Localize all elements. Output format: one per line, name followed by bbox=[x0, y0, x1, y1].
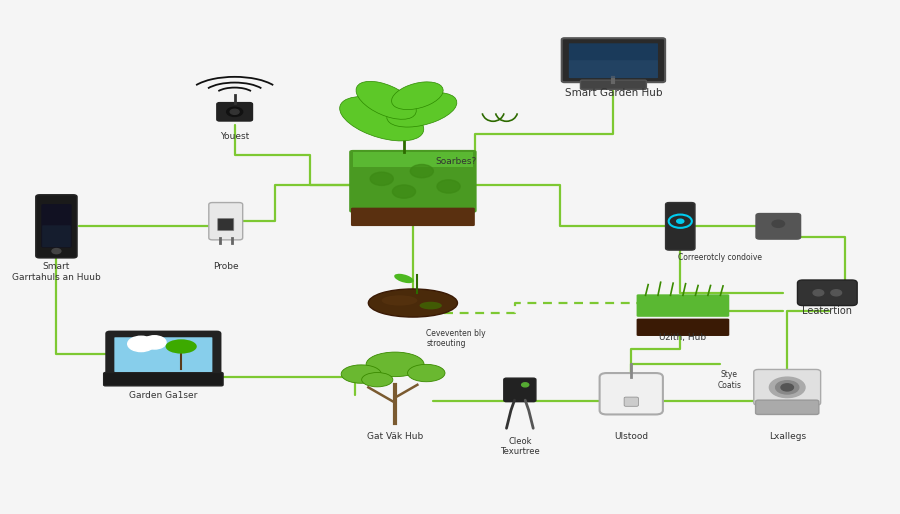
Text: Soarbes?: Soarbes? bbox=[436, 157, 476, 166]
FancyBboxPatch shape bbox=[756, 400, 819, 414]
Text: Uzith, Hub: Uzith, Hub bbox=[660, 333, 706, 342]
Ellipse shape bbox=[368, 289, 457, 317]
FancyBboxPatch shape bbox=[569, 60, 658, 78]
Circle shape bbox=[437, 180, 460, 193]
FancyBboxPatch shape bbox=[599, 373, 663, 414]
Ellipse shape bbox=[392, 82, 443, 109]
FancyBboxPatch shape bbox=[42, 225, 71, 247]
FancyBboxPatch shape bbox=[353, 152, 473, 167]
FancyBboxPatch shape bbox=[797, 280, 857, 305]
Text: Stye
Coatis: Stye Coatis bbox=[717, 371, 742, 390]
Circle shape bbox=[781, 384, 794, 391]
FancyBboxPatch shape bbox=[218, 218, 234, 231]
Circle shape bbox=[392, 185, 416, 198]
Circle shape bbox=[772, 220, 785, 227]
FancyBboxPatch shape bbox=[349, 150, 477, 213]
Text: Youest: Youest bbox=[220, 132, 249, 141]
Circle shape bbox=[230, 109, 239, 115]
Circle shape bbox=[52, 249, 61, 254]
Circle shape bbox=[143, 336, 166, 349]
Circle shape bbox=[831, 290, 842, 296]
FancyBboxPatch shape bbox=[36, 195, 76, 258]
Circle shape bbox=[410, 164, 434, 178]
Text: Leatertion: Leatertion bbox=[802, 305, 852, 316]
Text: Ulstood: Ulstood bbox=[614, 432, 648, 442]
FancyBboxPatch shape bbox=[624, 397, 638, 406]
Text: Smart Garden Hub: Smart Garden Hub bbox=[564, 88, 662, 98]
FancyBboxPatch shape bbox=[666, 203, 695, 250]
Ellipse shape bbox=[382, 296, 418, 305]
Text: Smart
Garrtahuls an Huub: Smart Garrtahuls an Huub bbox=[12, 262, 101, 282]
FancyBboxPatch shape bbox=[756, 213, 801, 239]
Ellipse shape bbox=[394, 274, 414, 283]
Text: Garden Ga1ser: Garden Ga1ser bbox=[130, 392, 198, 400]
Text: Gat Väk Hub: Gat Väk Hub bbox=[367, 432, 423, 441]
Ellipse shape bbox=[419, 302, 442, 309]
Text: Cleok
Texurtree: Cleok Texurtree bbox=[500, 437, 540, 456]
FancyBboxPatch shape bbox=[114, 337, 212, 372]
Circle shape bbox=[770, 377, 805, 398]
Ellipse shape bbox=[356, 81, 417, 119]
Ellipse shape bbox=[387, 93, 457, 127]
Text: Ceveventen bly
stroeuting: Ceveventen bly stroeuting bbox=[427, 328, 486, 348]
Ellipse shape bbox=[362, 373, 392, 387]
FancyBboxPatch shape bbox=[217, 103, 253, 121]
FancyBboxPatch shape bbox=[351, 208, 475, 226]
FancyBboxPatch shape bbox=[562, 38, 665, 82]
Circle shape bbox=[776, 381, 799, 394]
Circle shape bbox=[128, 336, 155, 352]
FancyBboxPatch shape bbox=[580, 80, 646, 89]
Circle shape bbox=[227, 107, 243, 116]
FancyBboxPatch shape bbox=[754, 370, 821, 405]
Circle shape bbox=[522, 383, 529, 387]
Ellipse shape bbox=[166, 339, 197, 354]
FancyBboxPatch shape bbox=[209, 203, 243, 240]
FancyBboxPatch shape bbox=[41, 204, 72, 248]
FancyBboxPatch shape bbox=[106, 332, 220, 377]
Ellipse shape bbox=[339, 97, 424, 141]
FancyBboxPatch shape bbox=[636, 319, 729, 336]
Circle shape bbox=[677, 219, 684, 223]
FancyBboxPatch shape bbox=[636, 295, 729, 317]
Ellipse shape bbox=[366, 352, 424, 377]
Text: Correerotcly condoive: Correerotcly condoive bbox=[679, 253, 762, 262]
Text: Probe: Probe bbox=[213, 262, 238, 271]
Ellipse shape bbox=[408, 364, 445, 382]
FancyBboxPatch shape bbox=[104, 373, 223, 386]
Circle shape bbox=[370, 172, 393, 186]
FancyBboxPatch shape bbox=[569, 43, 658, 78]
FancyBboxPatch shape bbox=[504, 378, 536, 401]
Circle shape bbox=[813, 290, 824, 296]
Ellipse shape bbox=[341, 365, 382, 383]
Text: Lxallegs: Lxallegs bbox=[769, 432, 806, 442]
